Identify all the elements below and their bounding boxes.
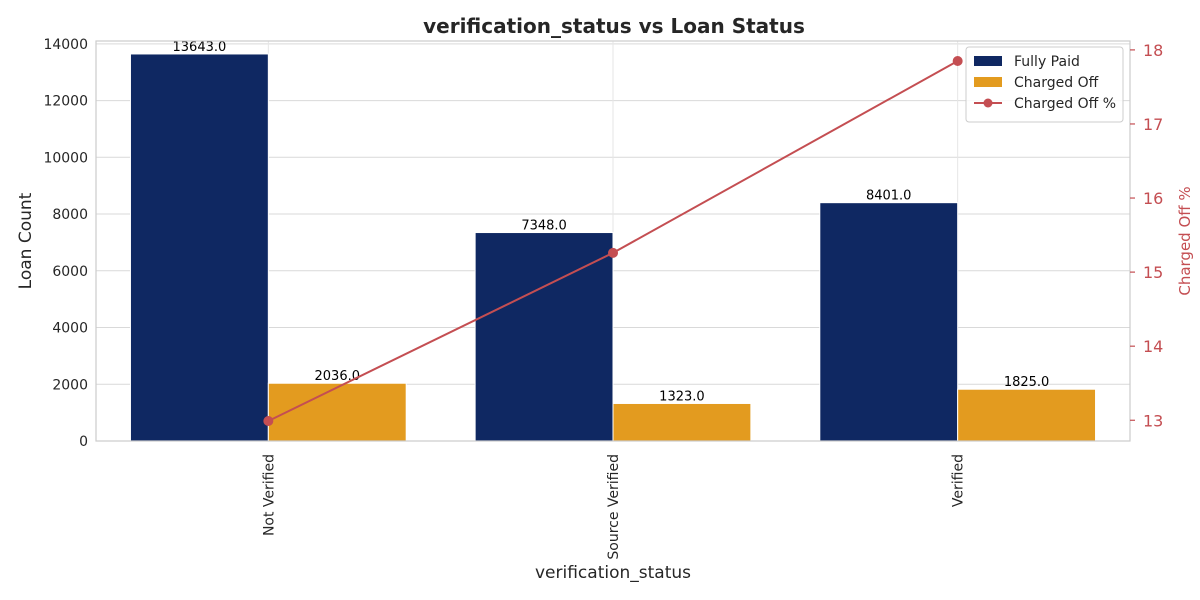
plot-frame: [95, 40, 1131, 442]
y2-axis-ticks: 13 14 15 16 17 18: [1130, 41, 1163, 430]
legend-label-1: Charged Off: [1014, 75, 1099, 91]
data-label-1-0: 2036.0: [315, 369, 361, 384]
y-tick-label: 6000: [52, 264, 88, 280]
data-labels: 13643.0 7348.0 8401.0 2036.0 1323.0 1825.0: [173, 40, 1050, 405]
bar-0-0: [129, 53, 269, 442]
y2-tick-label: 15: [1143, 263, 1163, 282]
x-tick-label: Source Verified: [606, 454, 622, 560]
bar-1-1: [612, 402, 752, 442]
y2-tick-label: 16: [1143, 189, 1163, 208]
legend-frame: [965, 46, 1124, 123]
line-point-0: [263, 416, 274, 426]
y-tick-label: 14000: [43, 37, 88, 53]
bar-1-0: [267, 382, 407, 442]
y2-tick-label: 13: [1143, 411, 1163, 430]
bar-0-2: [819, 202, 959, 442]
legend-line-marker: [983, 98, 993, 108]
x-axis-label: verification_status: [535, 563, 691, 583]
bars: [129, 53, 1097, 442]
data-label-0-1: 7348.0: [521, 219, 567, 234]
legend: Fully Paid Charged Off Charged Off %: [965, 46, 1124, 123]
data-label-0-0: 13643.0: [173, 40, 227, 55]
y-axis-label: Loan Count: [16, 192, 36, 289]
y-tick-label: 12000: [43, 94, 88, 110]
data-label-1-2: 1825.0: [1004, 375, 1050, 390]
data-label-0-2: 8401.0: [866, 189, 912, 204]
x-axis-ticks: Not Verified Source Verified Verified: [261, 454, 966, 560]
line-point-1: [608, 247, 618, 258]
legend-label-line: Charged Off %: [1014, 96, 1116, 112]
x-tick-label: Verified: [951, 454, 967, 507]
bar-0-1: [474, 232, 614, 442]
bar-1-2: [957, 388, 1097, 442]
y-tick-label: 0: [79, 434, 88, 450]
y-tick-label: 4000: [52, 321, 88, 337]
y2-axis-label: Charged Off %: [1176, 186, 1194, 295]
y2-tick-label: 18: [1143, 41, 1163, 60]
charged-off-line: [263, 56, 963, 426]
data-label-1-1: 1323.0: [659, 389, 705, 404]
y-axis-ticks: 0 2000 4000 6000 8000 10000 12000 14000: [43, 37, 88, 450]
line-point-2: [952, 56, 963, 66]
x-tick-label: Not Verified: [261, 454, 277, 536]
y2-tick-label: 17: [1143, 115, 1163, 134]
legend-label-0: Fully Paid: [1014, 54, 1080, 70]
chart-title: verification_status vs Loan Status: [423, 14, 805, 38]
y-tick-label: 2000: [52, 377, 88, 393]
legend-swatch-1: [974, 77, 1002, 87]
y-tick-label: 8000: [52, 207, 88, 223]
y2-tick-label: 14: [1143, 337, 1163, 356]
legend-swatch-0: [974, 56, 1002, 66]
y-tick-label: 10000: [43, 150, 88, 166]
